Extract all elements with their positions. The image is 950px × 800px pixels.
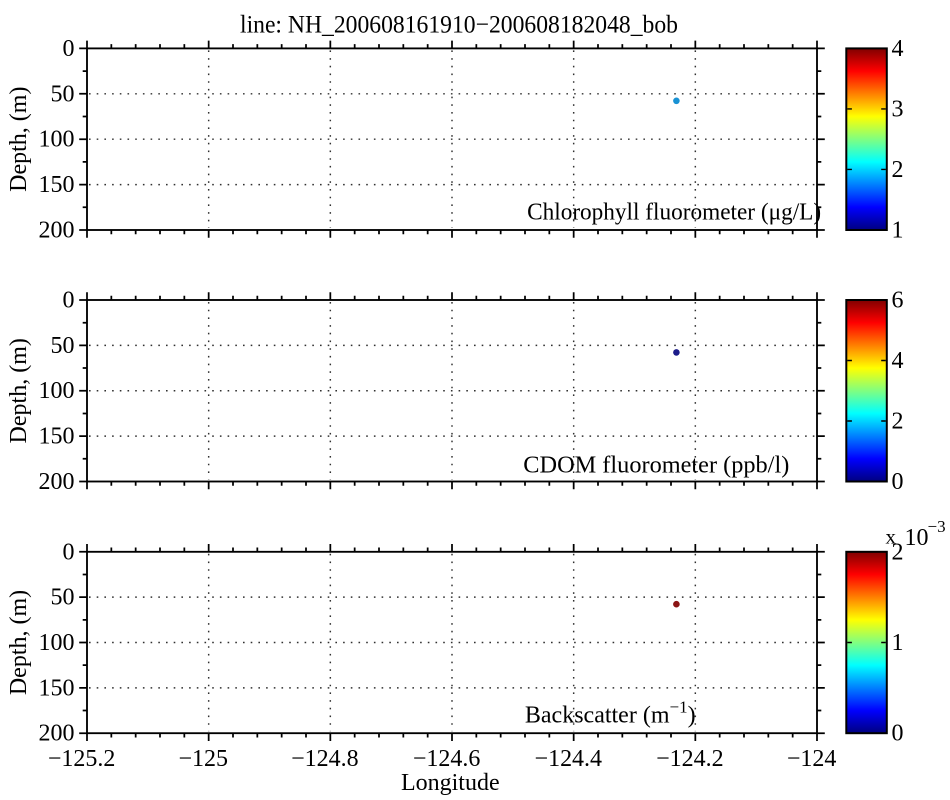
svg-text:Depth, (m): Depth, (m) — [6, 87, 32, 192]
svg-text:−125.2: −125.2 — [48, 746, 116, 772]
svg-text:−124.2: −124.2 — [656, 746, 724, 772]
svg-text:200: 200 — [39, 218, 75, 244]
svg-text:0: 0 — [63, 36, 75, 62]
svg-text:CDOM fluorometer (ppb/l): CDOM fluorometer (ppb/l) — [523, 453, 789, 479]
svg-text:Backscatter (m−1): Backscatter (m−1) — [525, 698, 696, 729]
svg-text:−124.8: −124.8 — [291, 746, 359, 772]
svg-text:Chlorophyll fluorometer (μg/L): Chlorophyll fluorometer (μg/L) — [527, 199, 821, 225]
svg-text:100: 100 — [39, 127, 75, 153]
svg-text:150: 150 — [39, 424, 75, 450]
svg-text:−124.6: −124.6 — [413, 746, 481, 772]
svg-text:150: 150 — [39, 675, 75, 701]
svg-text:Depth, (m): Depth, (m) — [6, 590, 32, 695]
svg-text:4: 4 — [892, 36, 904, 62]
svg-text:10: 10 — [905, 525, 929, 551]
svg-text:50: 50 — [51, 81, 75, 107]
svg-text:−124: −124 — [787, 746, 837, 772]
svg-text:Longitude: Longitude — [401, 770, 500, 796]
svg-text:2: 2 — [892, 539, 904, 565]
svg-text:−125: −125 — [179, 746, 229, 772]
svg-text:150: 150 — [39, 172, 75, 198]
svg-text:100: 100 — [39, 630, 75, 656]
svg-text:0: 0 — [892, 469, 904, 495]
svg-text:200: 200 — [39, 469, 75, 495]
svg-text:x: x — [886, 525, 897, 549]
svg-text:−3: −3 — [928, 517, 946, 536]
svg-text:0: 0 — [63, 539, 75, 565]
svg-text:2: 2 — [892, 409, 904, 435]
svg-text:Depth, (m): Depth, (m) — [6, 338, 32, 443]
svg-text:0: 0 — [63, 288, 75, 314]
svg-text:50: 50 — [51, 333, 75, 359]
svg-text:200: 200 — [39, 721, 75, 747]
svg-text:0: 0 — [892, 721, 904, 747]
svg-text:1: 1 — [892, 630, 904, 656]
svg-text:2: 2 — [892, 157, 904, 183]
svg-text:3: 3 — [892, 96, 904, 122]
svg-text:1: 1 — [892, 218, 904, 244]
svg-text:100: 100 — [39, 378, 75, 404]
svg-text:−124.4: −124.4 — [535, 746, 603, 772]
svg-text:line: NH_200608161910−20060818: line: NH_200608161910−200608182048_bob — [240, 12, 678, 39]
svg-text:4: 4 — [892, 348, 904, 374]
svg-text:50: 50 — [51, 585, 75, 611]
svg-text:6: 6 — [892, 288, 904, 314]
